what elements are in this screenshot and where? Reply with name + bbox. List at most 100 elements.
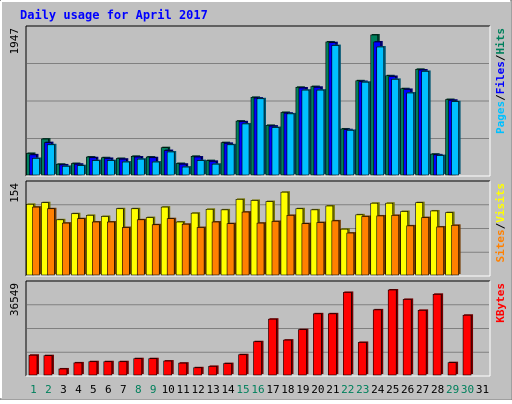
day-label-13: 13 [206,383,219,396]
bar-pages-day-6 [107,160,115,176]
day-label-22: 22 [341,383,354,396]
bar-sites-day-6 [107,221,115,276]
bar-kbytes-day-10 [163,360,172,376]
bar-pages-day-17 [271,127,280,176]
bar-kbytes-day-22 [343,292,352,376]
bar-pages-day-15 [241,123,250,176]
day-label-5: 5 [90,383,97,396]
bar-sites-day-21 [331,220,340,276]
bar-pages-day-7 [121,161,130,176]
bar-sites-day-22 [346,232,355,276]
legend-separator: / [494,222,507,229]
day-label-27: 27 [416,383,429,396]
bar-sites-day-14 [226,223,235,276]
day-label-23: 23 [356,383,369,396]
bars-kbytes [28,289,474,376]
bar-kbytes-day-14 [223,363,232,376]
day-label-3: 3 [60,383,67,396]
legend-pages: Pages [494,101,507,134]
panel-visits-sites: 154 Sites/Visits [8,180,507,277]
day-label-20: 20 [311,383,324,396]
bar-kbytes-day-28 [432,294,442,376]
day-label-2: 2 [45,383,52,396]
bar-kbytes-day-9 [148,358,158,376]
day-label-7: 7 [120,383,127,396]
bar-kbytes-day-13 [208,366,217,376]
bar-pages-day-12 [196,160,205,176]
day-label-24: 24 [371,383,385,396]
bar-pages-day-4 [77,165,85,176]
day-label-10: 10 [162,383,175,396]
bar-sites-day-5 [92,221,100,276]
y-max-label: 36549 [8,283,21,316]
bar-sites-day-4 [77,218,85,276]
bar-kbytes-day-21 [328,313,337,376]
bar-pages-day-22 [346,130,355,176]
bar-pages-day-24 [376,46,385,176]
bar-pages-day-26 [406,92,414,176]
bar-pages-day-27 [421,71,429,176]
legend-visits-sites: Sites/Visits [494,183,507,263]
bar-sites-day-12 [196,227,205,276]
bar-sites-day-1 [32,206,40,276]
bar-sites-day-20 [316,222,325,276]
bar-pages-day-28 [436,155,444,176]
bar-pages-day-10 [166,151,175,176]
day-axis-labels: 1 2 3 4 5 6 7 8 9 10 11 12 13 14 15 16 17 18 19 20 21 22 23 24 2… [30,383,489,396]
bar-sites-day-28 [436,226,444,276]
day-label-4: 4 [75,383,82,396]
bar-kbytes-day-20 [313,313,322,376]
bar-sites-day-19 [301,223,310,276]
bar-pages-day-11 [181,166,190,176]
day-label-21: 21 [326,383,339,396]
bar-pages-day-23 [361,81,370,176]
bar-kbytes-day-16 [253,341,262,376]
bar-pages-day-5 [92,160,100,176]
bar-sites-day-23 [361,216,370,276]
bar-sites-day-10 [166,218,175,276]
bar-kbytes-day-30 [462,314,472,376]
bar-sites-day-27 [421,217,429,276]
day-label-18: 18 [281,383,294,396]
bars-visits-sites [26,191,461,276]
bar-kbytes-day-27 [417,310,427,376]
bar-sites-day-16 [256,222,265,276]
bar-sites-day-11 [181,223,190,276]
bar-kbytes-day-12 [193,367,202,376]
bar-pages-day-29 [451,101,459,176]
day-label-15: 15 [236,383,249,396]
legend-separator: / [494,54,507,61]
day-label-9: 9 [150,383,157,396]
bar-pages-day-1 [32,158,40,176]
bar-kbytes-day-6 [103,361,113,376]
bar-pages-day-2 [47,144,55,176]
bar-kbytes-day-26 [402,299,412,376]
y-max-label: 154 [8,183,21,203]
bar-sites-day-13 [211,221,220,276]
day-label-29: 29 [446,383,459,396]
bar-kbytes-day-8 [133,358,143,376]
day-label-16: 16 [251,383,264,396]
bar-kbytes-day-15 [238,354,247,376]
bar-pages-day-18 [286,113,295,176]
bar-sites-day-24 [376,215,385,276]
bar-kbytes-day-5 [88,361,98,376]
day-label-28: 28 [431,383,444,396]
bar-sites-day-29 [451,225,459,276]
legend-sites: Sites [494,229,507,262]
bar-sites-day-9 [151,224,160,276]
bar-kbytes-day-1 [28,354,38,376]
day-label-1: 1 [30,383,37,396]
bar-kbytes-day-3 [58,368,68,376]
bar-pages-day-16 [256,98,265,176]
day-label-11: 11 [177,383,190,396]
day-label-25: 25 [386,383,399,396]
legend-separator: / [494,94,507,101]
legend-kbytes: KBytes [494,283,507,323]
bar-sites-day-3 [62,222,70,276]
bar-pages-day-14 [226,144,235,176]
bar-kbytes-day-19 [298,329,307,376]
